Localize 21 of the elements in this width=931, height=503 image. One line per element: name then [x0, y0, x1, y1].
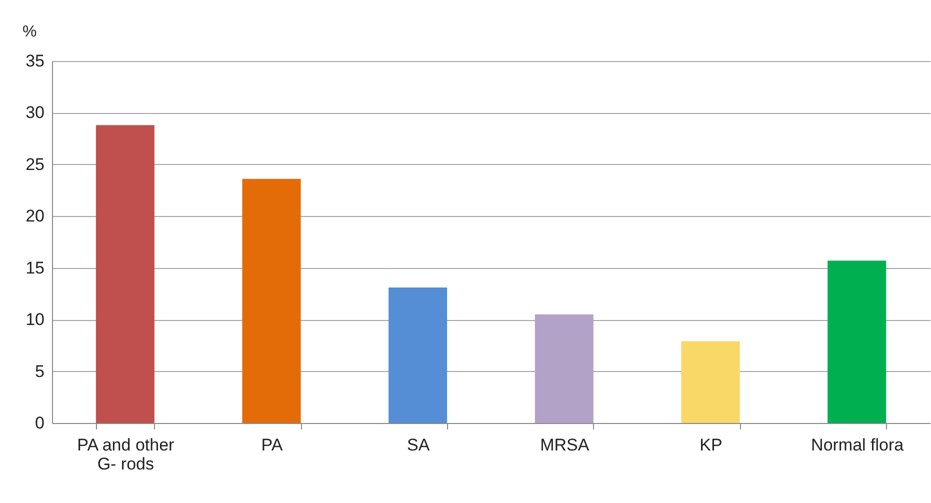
- x-tick-label: MRSA: [540, 436, 590, 454]
- bar: [388, 288, 448, 423]
- y-tick-label: 0: [35, 414, 44, 432]
- bar: [96, 125, 154, 423]
- y-tick-label: 35: [26, 52, 44, 70]
- y-tick-label: 15: [26, 258, 44, 278]
- x-tick-label: KP: [700, 436, 722, 454]
- bar: [828, 260, 886, 423]
- bar: [242, 178, 301, 423]
- x-tick-label: SA: [406, 436, 430, 454]
- x-tick-label: Normal flora: [811, 436, 904, 454]
- bar: [534, 314, 594, 423]
- y-tick-label: 5: [35, 362, 44, 381]
- y-tick-label: 30: [26, 103, 44, 122]
- x-tick-label: PA and other G- rods: [77, 436, 175, 474]
- y-tick-label: 20: [26, 206, 44, 226]
- bar: [681, 341, 740, 423]
- y-tick-label: 10: [26, 310, 44, 330]
- x-tick-label: PA: [261, 436, 284, 454]
- y-tick-label: 25: [26, 154, 44, 174]
- y-axis-title: %: [22, 24, 37, 40]
